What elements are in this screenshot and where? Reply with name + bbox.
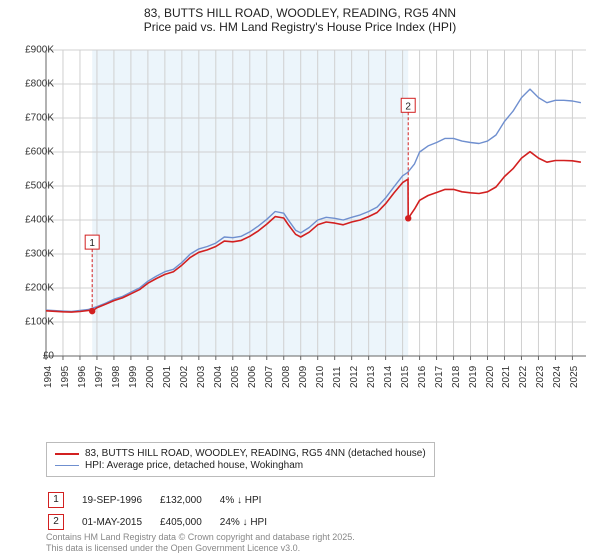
sale-marker-badge: 2 [48,514,64,530]
x-tick-label: 2024 [552,366,563,388]
x-tick-label: 1999 [128,366,139,388]
x-tick-label: 2011 [332,366,343,388]
x-tick-label: 2003 [196,366,207,388]
x-tick-label: 2009 [298,366,309,388]
x-tick-label: 2010 [315,366,326,388]
legend-swatch [55,453,79,455]
x-tick-label: 2015 [400,366,411,388]
x-tick-label: 2004 [213,366,224,388]
x-tick-label: 2014 [383,366,394,388]
legend-item: HPI: Average price, detached house, Woki… [55,460,426,471]
sale-date: 19-SEP-1996 [82,490,158,510]
x-tick-label: 2007 [264,366,275,388]
y-tick-label: £400K [4,215,54,226]
legend-item: 83, BUTTS HILL ROAD, WOODLEY, READING, R… [55,448,426,459]
y-tick-label: £200K [4,283,54,294]
x-tick-label: 2019 [468,366,479,388]
x-tick-label: 2006 [247,366,258,388]
x-tick-label: 2012 [349,366,360,388]
x-tick-label: 1994 [43,366,54,388]
x-tick-label: 2021 [501,366,512,388]
chart-area: 12 £0£100K£200K£300K£400K£500K£600K£700K… [28,44,590,404]
x-tick-label: 1998 [111,366,122,388]
y-tick-label: £900K [4,45,54,56]
x-tick-label: 2001 [162,366,173,388]
sale-price: £405,000 [160,512,218,532]
sale-date: 01-MAY-2015 [82,512,158,532]
x-tick-label: 2020 [485,366,496,388]
x-tick-label: 2002 [179,366,190,388]
x-tick-label: 2022 [518,366,529,388]
x-tick-label: 2016 [417,366,428,388]
legend-label: HPI: Average price, detached house, Woki… [85,460,303,471]
sales-row: 1 19-SEP-1996£132,0004% ↓ HPI [48,490,283,510]
footer-line1: Contains HM Land Registry data © Crown c… [46,532,355,543]
sale-note: 4% ↓ HPI [220,490,283,510]
legend-swatch [55,465,79,466]
sales-row: 2 01-MAY-2015£405,00024% ↓ HPI [48,512,283,532]
sale-marker-badge: 1 [48,492,64,508]
svg-text:2: 2 [405,101,411,112]
legend-label: 83, BUTTS HILL ROAD, WOODLEY, READING, R… [85,448,426,459]
legend: 83, BUTTS HILL ROAD, WOODLEY, READING, R… [46,442,435,477]
x-tick-label: 2018 [451,366,462,388]
y-tick-label: £0 [4,351,54,362]
y-tick-label: £700K [4,113,54,124]
y-tick-label: £600K [4,147,54,158]
svg-text:1: 1 [89,238,95,249]
x-tick-label: 2000 [145,366,156,388]
x-tick-label: 2017 [434,366,445,388]
x-tick-label: 2005 [230,366,241,388]
y-tick-label: £800K [4,79,54,90]
chart-title-line1: 83, BUTTS HILL ROAD, WOODLEY, READING, R… [0,0,600,20]
sale-note: 24% ↓ HPI [220,512,283,532]
footer-attribution: Contains HM Land Registry data © Crown c… [46,532,355,554]
x-tick-label: 1997 [94,366,105,388]
footer-line2: This data is licensed under the Open Gov… [46,543,355,554]
y-tick-label: £100K [4,317,54,328]
x-tick-label: 2023 [535,366,546,388]
chart-title-line2: Price paid vs. HM Land Registry's House … [0,20,600,38]
x-tick-label: 2008 [281,366,292,388]
x-tick-label: 2025 [569,366,580,388]
x-tick-label: 2013 [366,366,377,388]
sales-table: 1 19-SEP-1996£132,0004% ↓ HPI 2 01-MAY-2015… [46,488,285,534]
sale-price: £132,000 [160,490,218,510]
x-tick-label: 1995 [60,366,71,388]
y-tick-label: £300K [4,249,54,260]
y-tick-label: £500K [4,181,54,192]
line-chart: 12 [28,44,590,404]
x-tick-label: 1996 [77,366,88,388]
